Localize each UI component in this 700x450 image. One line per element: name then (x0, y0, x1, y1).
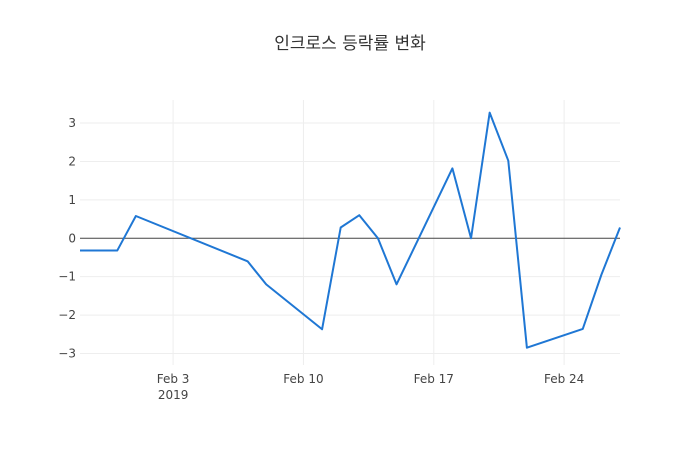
data-point[interactable] (78, 248, 83, 253)
y-tick-label: 0 (68, 231, 76, 245)
grid-lines (80, 100, 620, 365)
data-point[interactable] (580, 326, 585, 331)
data-point[interactable] (320, 327, 325, 332)
data-point[interactable] (375, 236, 380, 241)
data-point[interactable] (115, 248, 120, 253)
series-group (78, 110, 623, 350)
data-point[interactable] (394, 282, 399, 287)
data-point[interactable] (599, 272, 604, 277)
x-axis-year-label: 2019 (158, 388, 189, 402)
y-tick-label: −1 (58, 270, 76, 284)
chart-title: 인크로스 등락률 변화 (274, 34, 426, 54)
x-tick-label: Feb 17 (414, 372, 454, 386)
x-axis-ticks: Feb 3 Feb 10 Feb 17 Feb 24 (157, 372, 585, 386)
y-tick-label: −2 (58, 308, 76, 322)
y-tick-label: −3 (58, 346, 76, 360)
data-point[interactable] (264, 282, 269, 287)
x-tick-label: Feb 3 (157, 372, 190, 386)
data-point[interactable] (338, 225, 343, 230)
series-line (80, 111, 621, 349)
x-tick-label: Feb 10 (283, 372, 323, 386)
x-tick-label: Feb 24 (544, 372, 584, 386)
data-point[interactable] (524, 345, 529, 350)
y-axis-ticks: −3 −2 −1 0 1 2 3 (58, 116, 76, 360)
data-point[interactable] (357, 213, 362, 218)
y-tick-label: 2 (68, 154, 76, 168)
data-point[interactable] (133, 213, 138, 218)
data-point[interactable] (487, 110, 492, 115)
y-tick-label: 3 (68, 116, 76, 130)
data-point[interactable] (245, 259, 250, 264)
y-tick-label: 1 (68, 193, 76, 207)
data-point[interactable] (618, 225, 623, 230)
data-point[interactable] (506, 158, 511, 163)
data-point[interactable] (450, 166, 455, 171)
data-point[interactable] (469, 236, 474, 241)
